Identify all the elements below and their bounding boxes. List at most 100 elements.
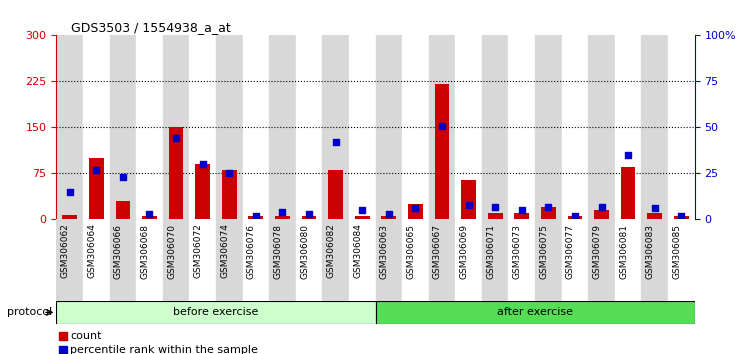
Bar xyxy=(382,216,396,219)
Bar xyxy=(163,35,189,219)
Text: GSM306079: GSM306079 xyxy=(593,224,602,279)
Point xyxy=(330,139,342,145)
Bar xyxy=(322,219,349,301)
Bar xyxy=(216,35,243,219)
Bar xyxy=(83,219,110,301)
Bar xyxy=(615,219,641,301)
Bar xyxy=(429,35,455,219)
Bar xyxy=(482,219,508,301)
Bar xyxy=(110,219,136,301)
Point xyxy=(117,174,129,180)
Bar xyxy=(435,85,449,219)
Bar xyxy=(376,219,402,301)
Text: GSM306065: GSM306065 xyxy=(406,224,415,279)
Bar xyxy=(349,219,376,301)
Point xyxy=(649,206,661,211)
Text: GSM306068: GSM306068 xyxy=(140,224,149,279)
Text: GSM306077: GSM306077 xyxy=(566,224,575,279)
Bar xyxy=(535,219,562,301)
Bar xyxy=(275,216,290,219)
Bar xyxy=(296,219,322,301)
Bar xyxy=(349,35,376,219)
Bar xyxy=(461,179,476,219)
Bar xyxy=(355,216,369,219)
Bar xyxy=(562,219,588,301)
Bar xyxy=(56,35,83,219)
Bar xyxy=(455,35,482,219)
Text: GSM306085: GSM306085 xyxy=(672,224,681,279)
Text: GSM306081: GSM306081 xyxy=(619,224,628,279)
Bar xyxy=(508,35,535,219)
Point xyxy=(675,213,687,219)
Bar xyxy=(668,35,695,219)
Point xyxy=(170,136,182,141)
Bar xyxy=(588,35,615,219)
Bar xyxy=(562,35,588,219)
Bar xyxy=(83,35,110,219)
Bar xyxy=(243,219,269,301)
Bar xyxy=(296,35,322,219)
Text: GSM306062: GSM306062 xyxy=(61,224,70,279)
Bar xyxy=(302,216,316,219)
Bar xyxy=(328,170,343,219)
Bar xyxy=(56,219,83,301)
Bar xyxy=(322,35,349,219)
Bar xyxy=(216,219,243,301)
Text: GSM306075: GSM306075 xyxy=(539,224,548,279)
Bar xyxy=(269,35,296,219)
Bar xyxy=(402,219,429,301)
Bar xyxy=(249,216,263,219)
Bar xyxy=(647,213,662,219)
Bar xyxy=(482,35,508,219)
Text: GSM306063: GSM306063 xyxy=(380,224,389,279)
Bar xyxy=(269,219,296,301)
Text: GSM306072: GSM306072 xyxy=(194,224,203,279)
Bar xyxy=(89,158,104,219)
Bar xyxy=(402,35,429,219)
Bar xyxy=(110,35,136,219)
Point xyxy=(436,123,448,129)
Point xyxy=(622,152,634,158)
Bar xyxy=(136,219,163,301)
Bar xyxy=(568,216,582,219)
Bar xyxy=(136,35,163,219)
Text: GSM306073: GSM306073 xyxy=(513,224,522,279)
Bar xyxy=(169,127,183,219)
Point xyxy=(303,211,315,217)
Text: GSM306080: GSM306080 xyxy=(300,224,309,279)
Bar xyxy=(142,216,157,219)
Point xyxy=(596,204,608,210)
Text: GSM306084: GSM306084 xyxy=(353,224,362,279)
Point xyxy=(276,209,288,215)
Text: GSM306067: GSM306067 xyxy=(433,224,442,279)
Text: GSM306071: GSM306071 xyxy=(486,224,495,279)
Bar xyxy=(488,213,502,219)
Point xyxy=(223,171,235,176)
Point xyxy=(250,213,262,219)
Text: GDS3503 / 1554938_a_at: GDS3503 / 1554938_a_at xyxy=(71,21,231,34)
Bar xyxy=(641,219,668,301)
Bar xyxy=(588,219,615,301)
Bar xyxy=(163,219,189,301)
Text: before exercise: before exercise xyxy=(173,307,258,318)
Bar xyxy=(541,207,556,219)
Point xyxy=(463,202,475,207)
Text: GSM306078: GSM306078 xyxy=(273,224,282,279)
Bar xyxy=(408,204,423,219)
Text: GSM306070: GSM306070 xyxy=(167,224,176,279)
Bar xyxy=(195,164,210,219)
Bar xyxy=(62,215,77,219)
Text: GSM306069: GSM306069 xyxy=(460,224,469,279)
Bar xyxy=(621,167,635,219)
Bar xyxy=(514,213,529,219)
Point xyxy=(64,189,76,195)
Bar xyxy=(189,219,216,301)
Bar xyxy=(535,35,562,219)
Text: GSM306066: GSM306066 xyxy=(114,224,123,279)
Point xyxy=(56,347,69,353)
Text: protocol: protocol xyxy=(8,307,53,318)
Bar xyxy=(674,216,689,219)
Point xyxy=(143,211,155,217)
Text: GSM306074: GSM306074 xyxy=(220,224,229,279)
Point xyxy=(56,333,69,338)
